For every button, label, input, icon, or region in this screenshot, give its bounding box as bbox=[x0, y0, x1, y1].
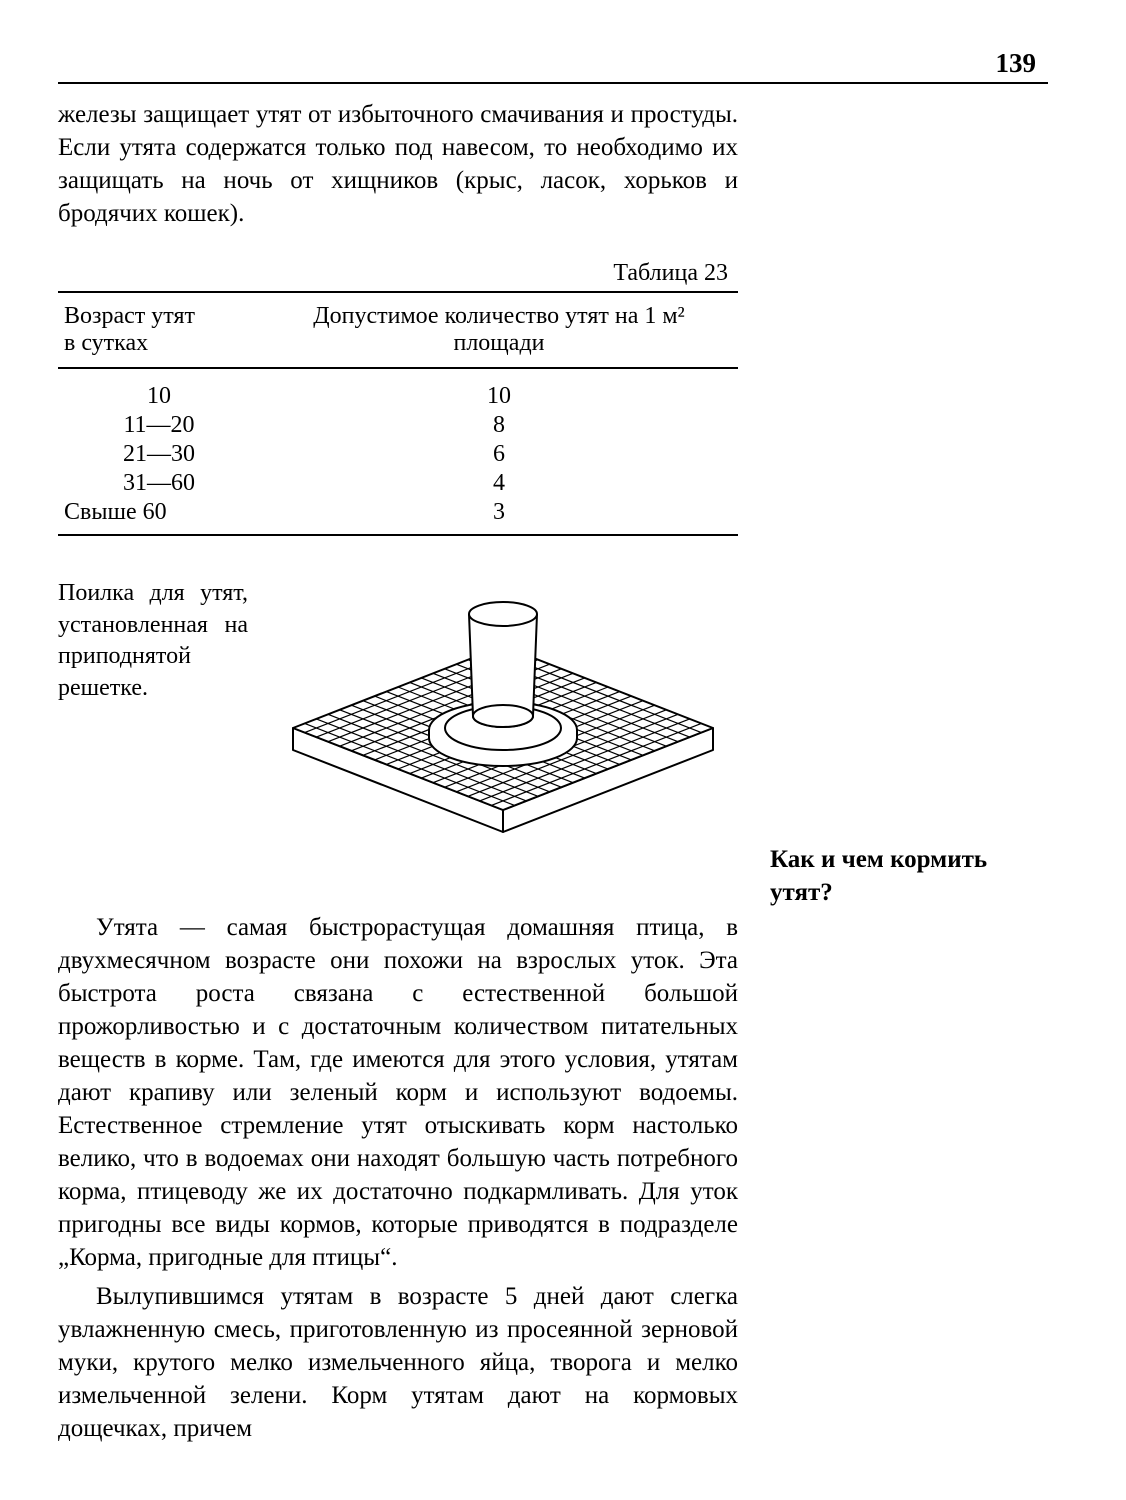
table-caption: Таблица 23 bbox=[58, 260, 738, 287]
table-row: Свыше 603 bbox=[58, 498, 738, 534]
top-rule bbox=[58, 82, 1048, 84]
text-column: железы защищает утят от избыточного смач… bbox=[58, 98, 738, 1445]
table-cell-density: 4 bbox=[260, 469, 738, 498]
figure-caption: Поилка для утят, установленная на припод… bbox=[58, 578, 248, 705]
margin-heading: Как и чем кормить утят? bbox=[770, 843, 1040, 909]
paragraph-intro: железы защищает утят от избыточного смач… bbox=[58, 98, 738, 230]
table-row: 31—604 bbox=[58, 469, 738, 498]
density-table: Возраст утят в сутках Допустимое количес… bbox=[58, 291, 738, 534]
table-head-age: Возраст утят в сутках bbox=[58, 292, 260, 368]
table-cell-age: 10 bbox=[58, 368, 260, 411]
table-cell-density: 8 bbox=[260, 411, 738, 440]
table-head-density: Допустимое количество утят на 1 м² площа… bbox=[260, 292, 738, 368]
table-cell-age: 31—60 bbox=[58, 469, 260, 498]
paragraph-feeding-1: Утята — самая быстрорастущая домашняя пт… bbox=[58, 911, 738, 1274]
table-cell-age: Свыше 60 bbox=[58, 498, 260, 534]
table-cell-age: 21—30 bbox=[58, 440, 260, 469]
table-cell-density: 3 bbox=[260, 498, 738, 534]
table-cell-density: 6 bbox=[260, 440, 738, 469]
lower-text-block: Утята — самая быстрорастущая домашняя пт… bbox=[58, 911, 738, 1445]
drinker-on-grid-icon bbox=[273, 578, 733, 838]
table-row: 11—208 bbox=[58, 411, 738, 440]
figure-row: Поилка для утят, установленная на припод… bbox=[58, 578, 738, 843]
table-cell-density: 10 bbox=[260, 368, 738, 411]
table-cell-age: 11—20 bbox=[58, 411, 260, 440]
page: 139 железы защищает утят от избыточного … bbox=[0, 0, 1126, 1500]
table-row: 21—306 bbox=[58, 440, 738, 469]
page-number: 139 bbox=[996, 48, 1037, 79]
table-head-age-l2: в сутках bbox=[64, 330, 148, 356]
table-row: 1010 bbox=[58, 368, 738, 411]
table-bottom-rule bbox=[58, 534, 738, 536]
figure-illustration bbox=[268, 578, 738, 843]
paragraph-feeding-2: Вылупившимся утятам в возрасте 5 дней да… bbox=[58, 1280, 738, 1445]
table-head-age-l1: Возраст утят bbox=[64, 303, 195, 329]
